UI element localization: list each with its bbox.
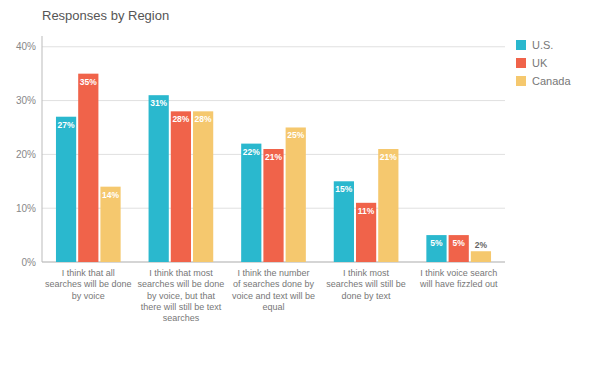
data-label: 5% bbox=[453, 238, 466, 248]
legend-label: U.S. bbox=[532, 39, 553, 51]
data-label: 21% bbox=[380, 152, 397, 162]
x-tick-label: I think the numberof searches done by voi… bbox=[232, 268, 315, 312]
data-label: 11% bbox=[358, 206, 375, 216]
y-tick-label: 0% bbox=[22, 257, 37, 268]
data-label: 28% bbox=[195, 114, 212, 124]
bar bbox=[241, 144, 261, 262]
legend-swatch bbox=[516, 40, 526, 50]
legend-swatch bbox=[516, 76, 526, 86]
x-tick-label-line: I think the number bbox=[237, 268, 309, 278]
bar bbox=[100, 187, 120, 262]
bar bbox=[193, 111, 213, 262]
x-tick-label-line: searches will be done bbox=[138, 279, 225, 289]
bar bbox=[286, 127, 306, 262]
grid-line bbox=[42, 100, 505, 101]
x-tick-label-line: there will still be text bbox=[141, 302, 222, 312]
bar bbox=[149, 95, 169, 262]
legend-label: UK bbox=[532, 57, 548, 69]
grid-line bbox=[42, 46, 505, 47]
title: Responses by Region bbox=[42, 8, 169, 23]
bar bbox=[426, 235, 446, 262]
bar bbox=[378, 149, 398, 262]
x-tick-label-line: I think that all bbox=[62, 268, 115, 278]
x-tick-label-line: I think most bbox=[343, 268, 390, 278]
y-tick-label: 10% bbox=[16, 203, 36, 214]
y-tick-label: 40% bbox=[16, 41, 36, 52]
data-label: 21% bbox=[265, 152, 282, 162]
x-tick-label-line: voice and text will be bbox=[232, 291, 315, 301]
y-axis-line bbox=[42, 36, 43, 262]
bar bbox=[449, 235, 469, 262]
x-tick-label-line: I think that most bbox=[149, 268, 213, 278]
y-tick-label: 30% bbox=[16, 95, 36, 106]
x-tick-label: I think voice searchwill have fizzled ou… bbox=[419, 268, 498, 289]
x-tick-label-line: by voice bbox=[72, 291, 105, 301]
data-label: 31% bbox=[150, 98, 167, 108]
data-label: 5% bbox=[430, 238, 443, 248]
y-axis: 0% 10% 20% 30% 40% bbox=[16, 41, 505, 267]
data-label: 15% bbox=[335, 184, 352, 194]
data-label: 27% bbox=[58, 120, 75, 130]
data-label: 35% bbox=[80, 77, 97, 87]
y-tick-label: 20% bbox=[16, 149, 36, 160]
bar bbox=[171, 111, 191, 262]
x-tick-label-line: will have fizzled out bbox=[419, 279, 498, 289]
x-tick-label: I think mostsearches will still be done b… bbox=[326, 268, 406, 301]
x-tick-label-line: equal bbox=[262, 302, 284, 312]
bar bbox=[263, 149, 283, 262]
legend: U.S. UK Canada bbox=[516, 39, 571, 87]
bar bbox=[334, 181, 354, 262]
x-tick-label: I think that allsearches will be done by … bbox=[45, 268, 132, 301]
bar bbox=[78, 74, 98, 262]
bars bbox=[56, 74, 491, 262]
x-axis: I think that allsearches will be doneby … bbox=[45, 268, 498, 323]
data-label: 14% bbox=[102, 190, 119, 200]
bar bbox=[471, 251, 491, 262]
data-label: 22% bbox=[243, 147, 260, 157]
bar bbox=[56, 117, 76, 262]
data-label: 28% bbox=[172, 114, 189, 124]
x-tick-label-line: searches will still be bbox=[326, 279, 406, 289]
x-tick-label-line: searches bbox=[163, 313, 200, 323]
x-tick-label: I think that mostsearches will be done by… bbox=[138, 268, 225, 323]
x-tick-label-line: searches will be done bbox=[45, 279, 132, 289]
x-tick-label-line: done by text bbox=[342, 291, 392, 301]
legend-label: Canada bbox=[532, 75, 571, 87]
legend-swatch bbox=[516, 58, 526, 68]
x-tick-label-line: of searches done by bbox=[233, 279, 315, 289]
bar bbox=[356, 203, 376, 262]
chart-svg: Responses by Region0%10%20%30%40%27%31%2… bbox=[0, 0, 600, 370]
data-label: 2% bbox=[475, 240, 488, 250]
data-labels: 27% 31% 22% 15% 5% 35% 28% 21% 11% 5% 14% 28% 25% 21%… bbox=[58, 77, 488, 251]
x-tick-label-line: I think voice search bbox=[420, 268, 497, 278]
data-label: 25% bbox=[287, 130, 304, 140]
x-tick-label-line: by voice, but that bbox=[147, 291, 216, 301]
chart-container: Responses by Region0%10%20%30%40%27%31%2… bbox=[0, 0, 600, 370]
